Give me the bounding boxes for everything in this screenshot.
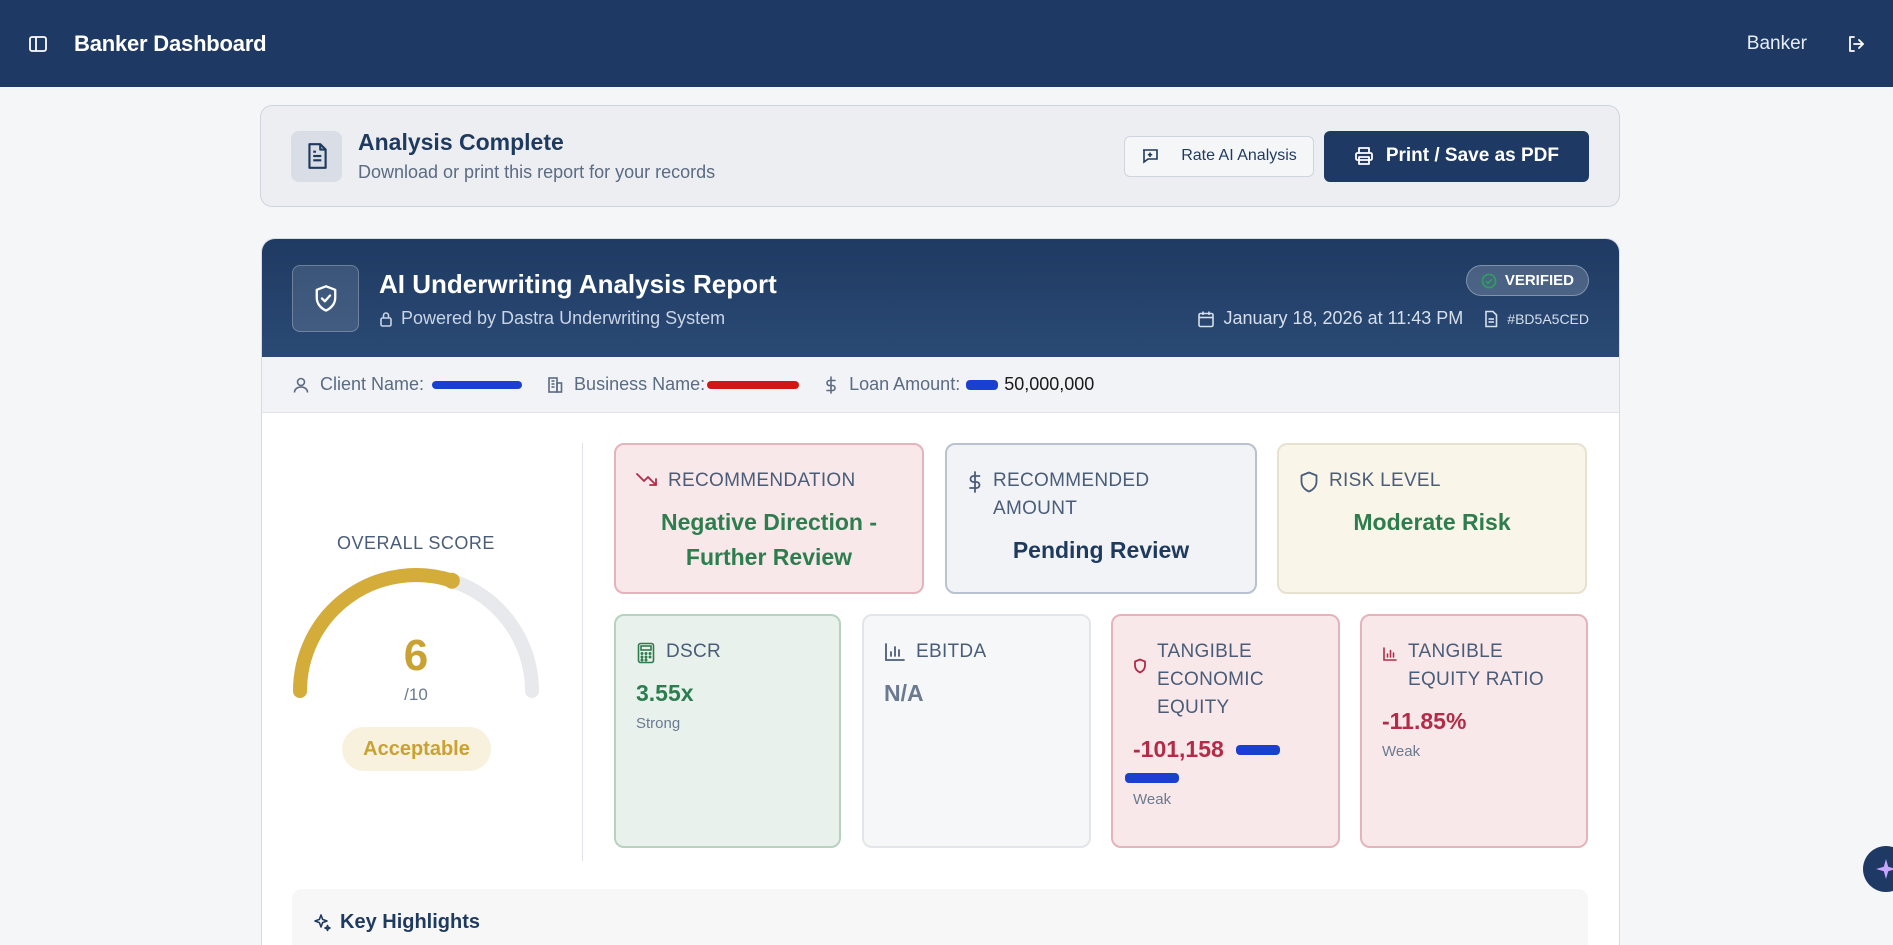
bar-chart-icon — [885, 643, 905, 661]
lock-icon — [380, 311, 392, 327]
assistant-fab-button[interactable] — [1863, 846, 1893, 892]
tee-label: TANGIBLE ECONOMIC EQUITY — [1157, 641, 1264, 718]
sparkles-icon — [314, 913, 331, 931]
key-highlights-title: Key Highlights — [340, 911, 481, 933]
loan-currency-redacted — [966, 379, 999, 390]
rate-ai-analysis-button[interactable]: Rate AI Analysis — [1124, 135, 1314, 177]
analysis-complete-card: Analysis Complete Download or print this… — [260, 105, 1620, 207]
powered-by-text: Powered by Dastra Underwriting System — [401, 308, 726, 328]
key-highlights-section: Key Highlights — [292, 889, 1588, 945]
dollar-sign-icon — [969, 471, 981, 493]
loan-amount-label: Loan Amount: — [849, 374, 961, 394]
trending-down-icon — [636, 473, 657, 486]
risk-level-card: RISK LEVEL Moderate Risk — [1277, 443, 1587, 594]
loan-amount-value: 50,000,000 — [1004, 374, 1095, 394]
print-save-pdf-button[interactable]: Print / Save as PDF — [1323, 130, 1589, 182]
report-date: January 18, 2026 at 11:43 PM — [1197, 308, 1463, 329]
shield-small-icon — [1134, 658, 1146, 674]
gauge-fill — [293, 568, 459, 698]
client-name-redacted — [432, 380, 523, 389]
client-name-label: Client Name: — [320, 374, 425, 394]
tee-value: -101,158 — [1133, 736, 1318, 763]
vertical-divider — [582, 443, 583, 861]
verified-label: VERIFIED — [1504, 272, 1574, 289]
recommendation-label: RECOMMENDATION — [668, 470, 856, 491]
overall-score-panel: OVERALL SCORE 6 /10 Acceptable — [292, 439, 540, 839]
printer-icon — [1354, 147, 1373, 165]
score-gauge — [293, 568, 539, 698]
sidebar-toggle-icon[interactable] — [24, 30, 52, 58]
document-icon — [291, 130, 342, 182]
ter-value: -11.85% — [1382, 708, 1467, 734]
client-name-field: Client Name: — [292, 374, 523, 395]
analysis-complete-subheading: Download or print this report for your r… — [358, 162, 716, 182]
sparkle-icon — [1876, 859, 1893, 879]
logout-icon[interactable] — [1843, 31, 1869, 57]
risk-level-label: RISK LEVEL — [1329, 470, 1441, 491]
tee-unit-redacted — [1235, 744, 1280, 755]
dscr-value: 3.55x — [636, 680, 694, 706]
recommended-amount-card: RECOMMENDED AMOUNT Pending Review — [945, 443, 1257, 594]
ter-label: TANGIBLE EQUITY RATIO — [1408, 641, 1544, 690]
score-rating-badge: Acceptable — [342, 727, 491, 771]
overall-score-label: OVERALL SCORE — [337, 533, 495, 553]
report-header: AI Underwriting Analysis Report Powered … — [262, 239, 1619, 357]
shield-icon — [1300, 471, 1318, 493]
message-plus-icon — [1143, 149, 1158, 164]
recommended-amount-label: RECOMMENDED AMOUNT — [993, 470, 1150, 519]
recommended-amount-value: Pending Review — [1012, 537, 1190, 563]
verified-badge: VERIFIED — [1465, 265, 1589, 296]
bar-chart-small-icon — [1383, 647, 1397, 661]
ebitda-label: EBITDA — [916, 641, 987, 662]
dscr-label: DSCR — [666, 641, 722, 662]
tangible-economic-equity-card: TANGIBLE ECONOMIC EQUITY -101,158 Weak — [1111, 614, 1340, 848]
tee-value-text: -101,158 — [1133, 736, 1224, 762]
business-name-field: Business Name: — [546, 374, 800, 395]
dscr-status: Strong — [636, 715, 681, 732]
gauge-knob — [443, 572, 460, 589]
recommendation-value: Negative Direction - Further Review — [661, 509, 877, 570]
analysis-complete-heading: Analysis Complete — [358, 129, 564, 155]
top-navigation-bar: Banker Dashboard Banker — [0, 0, 1893, 87]
ebitda-value: N/A — [884, 680, 924, 706]
business-name-redacted — [707, 380, 800, 389]
ebitda-card: EBITDA N/A — [862, 614, 1091, 848]
business-name-label: Business Name: — [574, 374, 706, 394]
shield-check-icon — [292, 265, 359, 332]
rate-ai-analysis-label: Rate AI Analysis — [1181, 147, 1297, 164]
report-date-text: January 18, 2026 at 11:43 PM — [1223, 308, 1464, 328]
user-name[interactable]: Banker — [1746, 32, 1807, 54]
overall-score-value: 6 — [403, 631, 429, 680]
client-info-bar: Client Name: Business Name: Loan Amount:… — [262, 357, 1619, 413]
powered-by: Powered by Dastra Underwriting System — [379, 308, 725, 329]
dollar-icon — [826, 375, 836, 394]
user-icon — [293, 377, 309, 393]
file-icon — [1485, 310, 1498, 327]
report-id-text: #BD5A5CED — [1507, 310, 1589, 327]
ter-status: Weak — [1382, 743, 1421, 760]
report-id: #BD5A5CED — [1483, 310, 1589, 328]
tee-status: Weak — [1133, 791, 1172, 808]
risk-level-value: Moderate Risk — [1353, 509, 1511, 535]
recommendation-card: RECOMMENDATION Negative Direction - Furt… — [614, 443, 924, 594]
loan-amount-field: Loan Amount: 50,000,000 — [823, 374, 1094, 395]
check-circle-icon — [1481, 273, 1497, 288]
report-title: AI Underwriting Analysis Report — [379, 269, 777, 299]
tangible-equity-ratio-card: TANGIBLE EQUITY RATIO -11.85% Weak — [1360, 614, 1588, 848]
dscr-card: DSCR 3.55x Strong — [614, 614, 841, 848]
building-icon — [548, 376, 563, 393]
calendar-icon — [1198, 311, 1215, 327]
calculator-icon — [637, 642, 655, 664]
print-save-pdf-label: Print / Save as PDF — [1385, 145, 1559, 166]
overall-score-max: /10 — [404, 685, 428, 704]
underwriting-report: AI Underwriting Analysis Report Powered … — [261, 238, 1620, 945]
app-title: Banker Dashboard — [74, 30, 267, 56]
tee-extra-redacted — [1125, 773, 1179, 783]
